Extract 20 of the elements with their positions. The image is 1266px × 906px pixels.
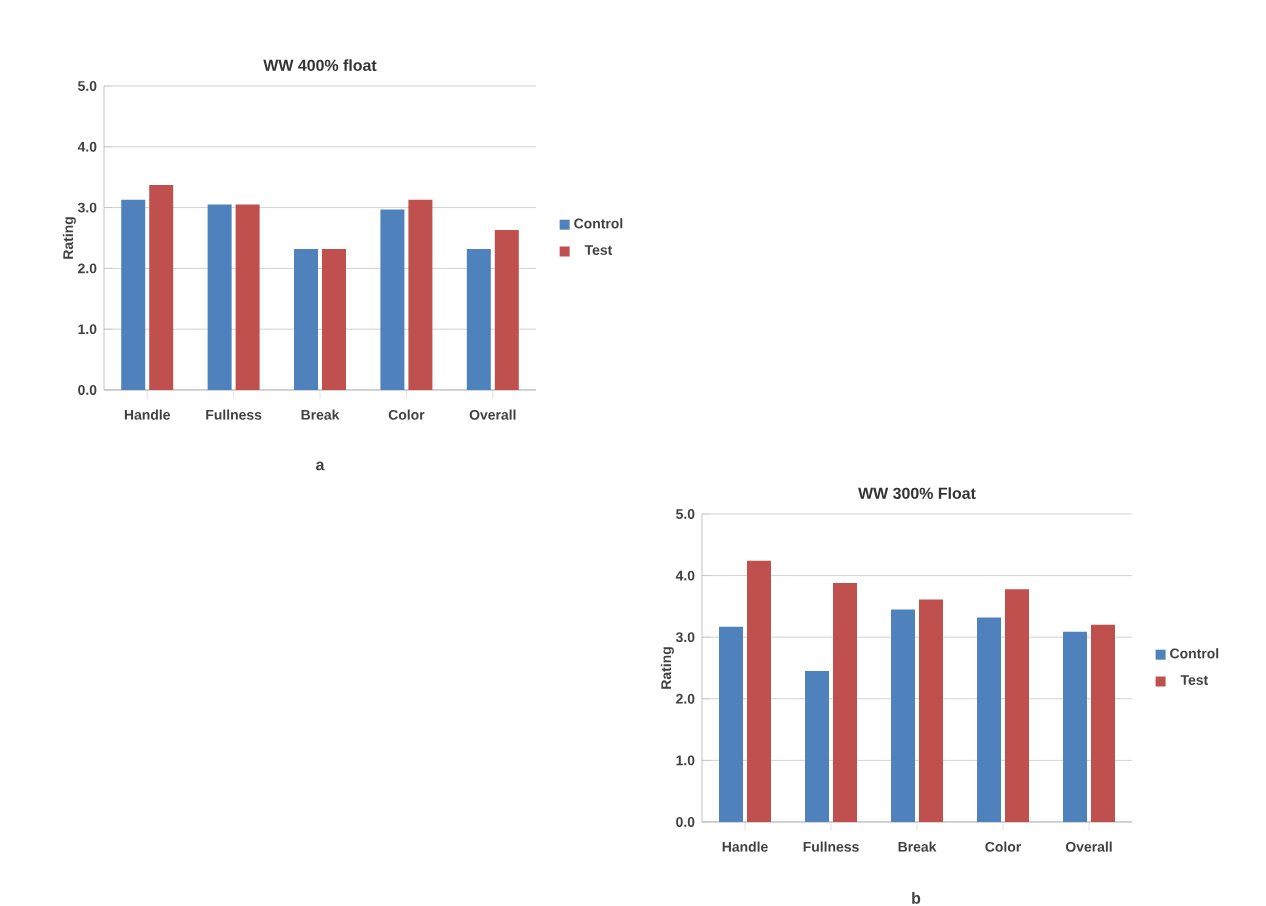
bar [833,582,858,822]
bar [294,248,319,390]
bar [466,248,491,390]
bar [408,199,433,390]
bar [380,209,405,390]
bar [235,204,260,390]
bar [494,230,519,390]
bar [1005,589,1030,822]
bar [805,671,830,822]
bar [121,199,146,390]
bar [919,599,944,822]
bar [891,609,916,822]
bar [207,204,232,390]
bar [977,617,1002,822]
bar [1063,631,1088,822]
bar [747,560,772,822]
bar [719,626,744,822]
bar [149,185,174,390]
bar [1091,624,1115,822]
bar [322,248,347,390]
